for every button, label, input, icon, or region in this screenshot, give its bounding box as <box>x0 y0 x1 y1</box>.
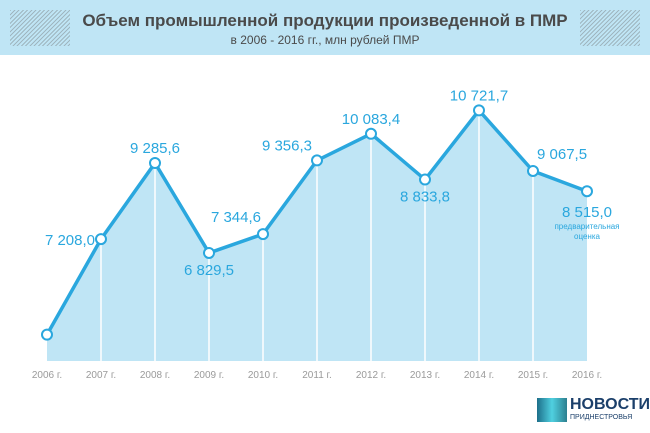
data-point <box>257 228 269 241</box>
x-tick-label: 2014 г. <box>464 370 494 381</box>
title-banner: Объем промышленной продукции произведенн… <box>0 0 650 55</box>
estimate-note: предварительная <box>554 222 619 231</box>
logo-subtitle: ПРИДНЕСТРОВЬЯ <box>570 414 633 421</box>
data-label: 7 208,0 <box>45 232 95 249</box>
data-point <box>365 127 377 140</box>
data-point <box>473 104 485 117</box>
data-label: 7 344,6 <box>211 209 261 226</box>
data-point <box>419 173 431 186</box>
data-point <box>581 185 593 198</box>
data-label: 9 356,3 <box>262 137 312 154</box>
data-label: 8 833,8 <box>400 189 450 206</box>
banner-decoration-right <box>580 10 640 46</box>
chart-title: Объем промышленной продукции произведенн… <box>82 11 568 30</box>
logo-title: НОВОСТИ <box>570 396 650 413</box>
x-tick-label: 2009 г. <box>194 370 224 381</box>
x-tick-label: 2007 г. <box>86 370 116 381</box>
chart-subtitle: в 2006 - 2016 гг., млн рублей ПМР <box>230 33 420 47</box>
data-label: 10 083,4 <box>342 111 400 128</box>
x-tick-label: 2013 г. <box>410 370 440 381</box>
estimate-note: оценка <box>574 232 600 241</box>
x-tick-label: 2011 г. <box>302 370 332 381</box>
x-tick-label: 2012 г. <box>356 370 386 381</box>
data-point <box>311 154 323 167</box>
logo-icon <box>537 398 567 422</box>
data-point <box>41 328 53 341</box>
x-tick-label: 2015 г. <box>518 370 548 381</box>
data-point <box>527 164 539 177</box>
data-point <box>95 233 107 246</box>
x-tick-label: 2016 г. <box>572 370 602 381</box>
data-label: 10 721,7 <box>450 87 508 104</box>
data-label: 9 285,6 <box>130 140 180 157</box>
banner-decoration-left <box>10 10 70 46</box>
data-label: 6 829,5 <box>184 262 234 279</box>
x-tick-label: 2006 г. <box>32 370 62 381</box>
data-label: 9 067,5 <box>537 146 587 163</box>
x-tick-label: 2010 г. <box>248 370 278 381</box>
data-point <box>149 156 161 169</box>
data-label: 8 515,0 <box>562 204 612 221</box>
data-point <box>203 246 215 259</box>
x-tick-label: 2008 г. <box>140 370 170 381</box>
